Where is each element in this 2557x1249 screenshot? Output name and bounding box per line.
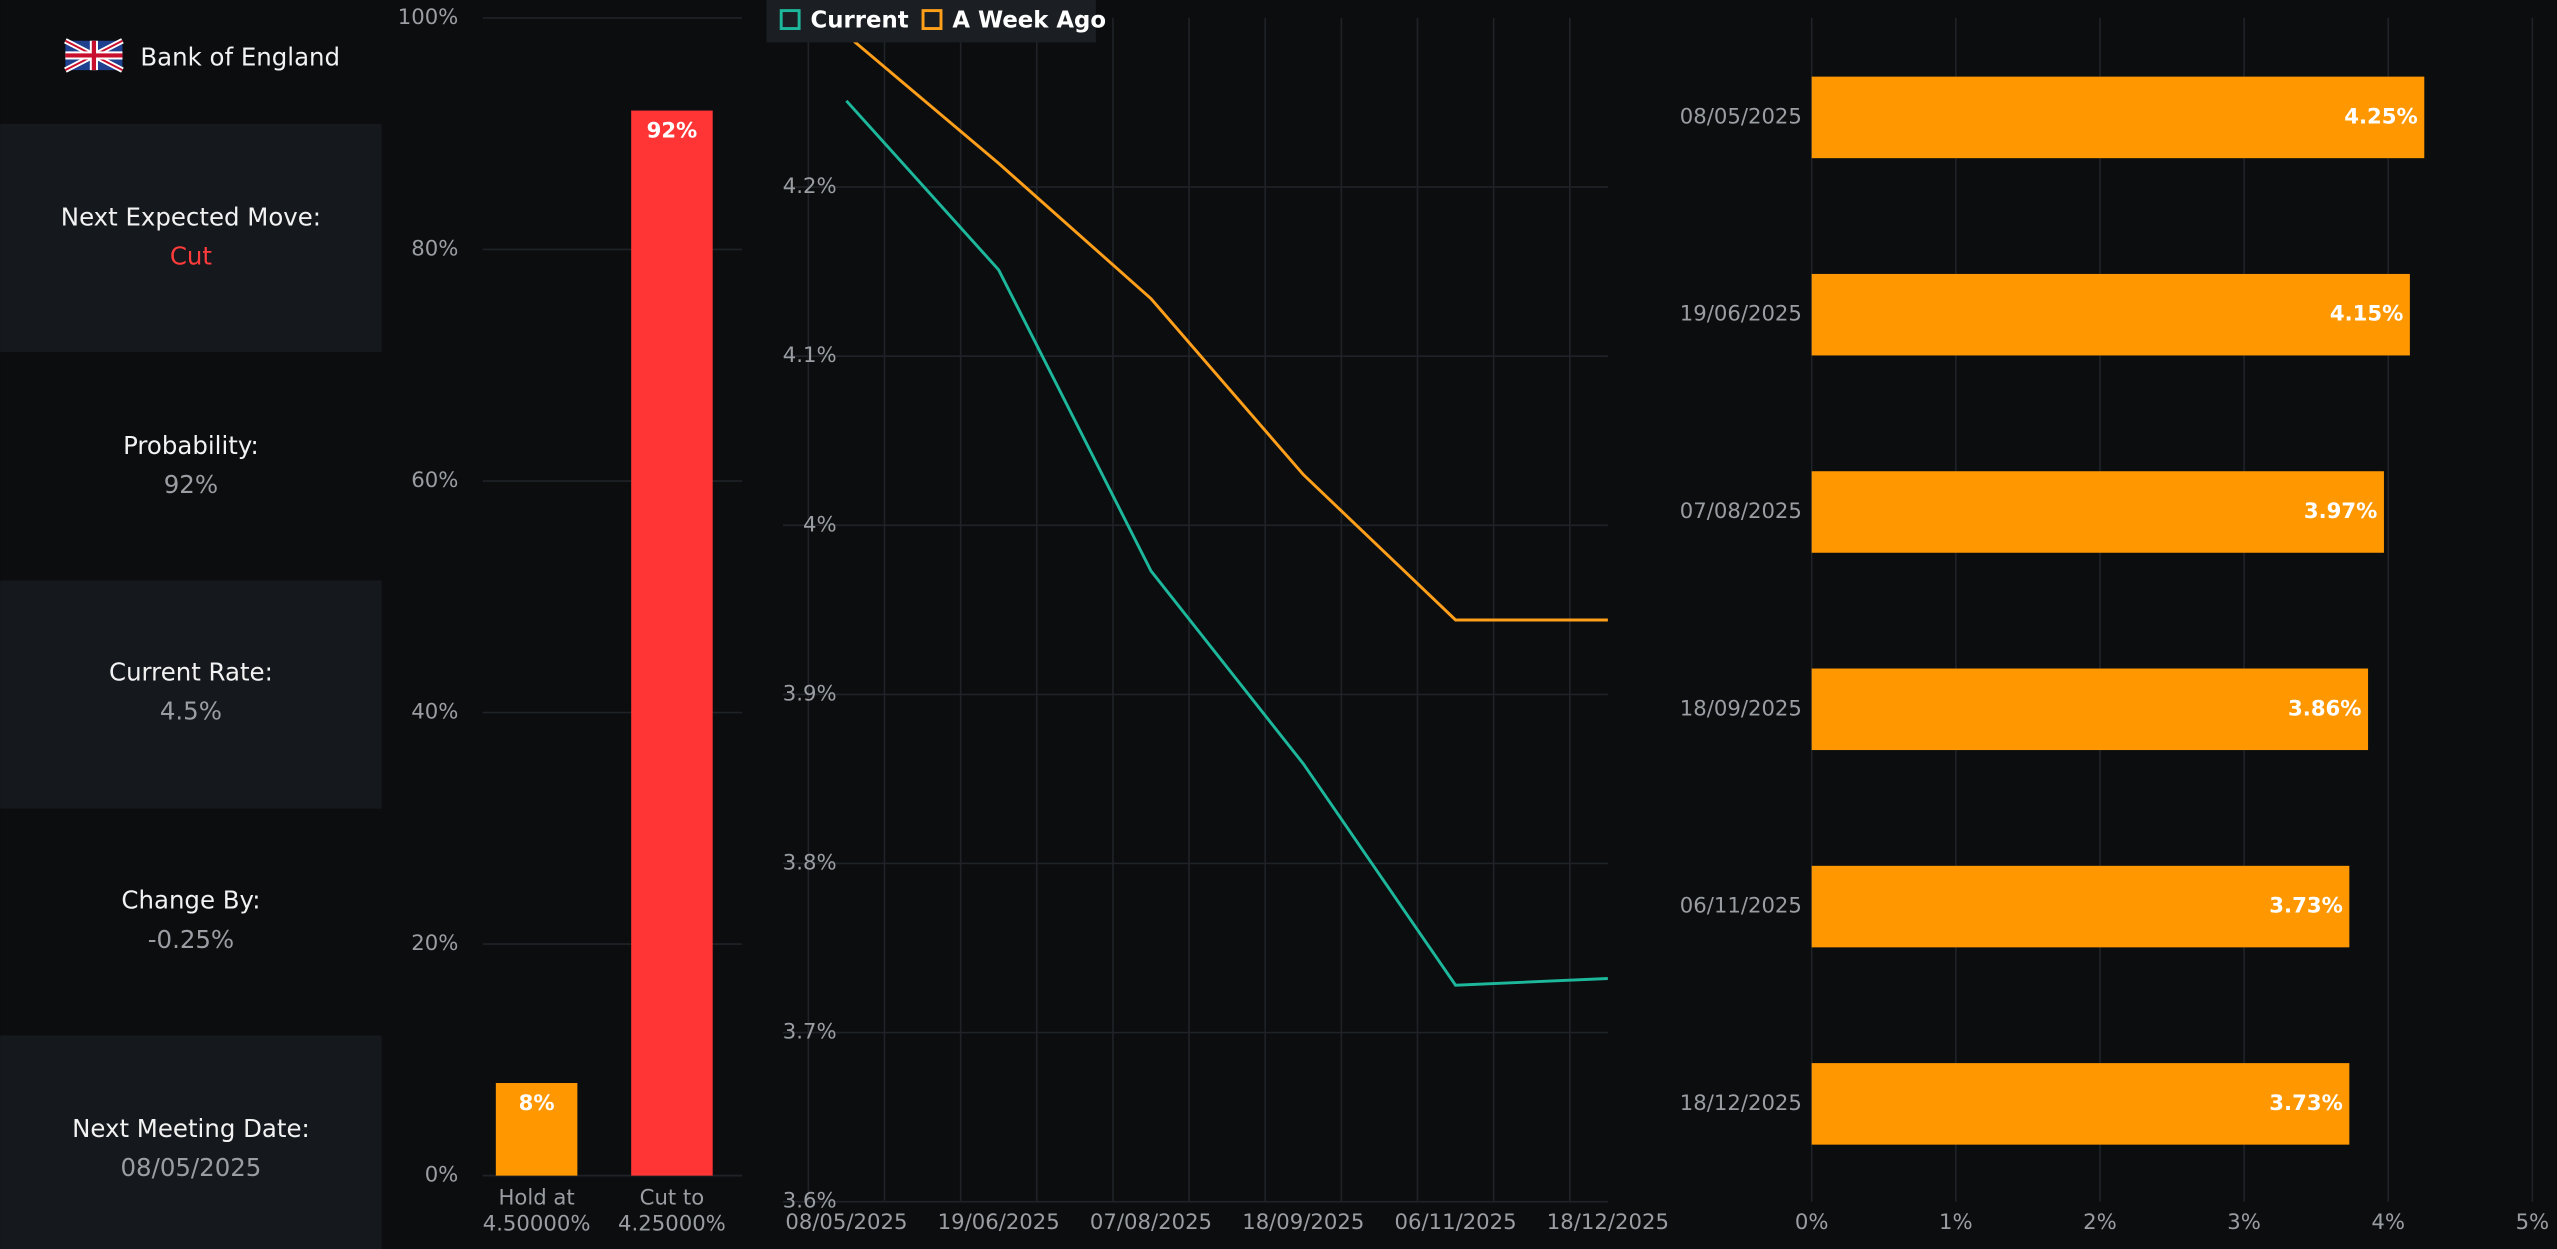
bar-value-label: 92%: [647, 118, 698, 143]
bar-value-label: 3.73%: [2269, 893, 2343, 918]
card-label: Next Expected Move:: [61, 202, 321, 231]
y-tick-label: 4.1%: [783, 342, 837, 367]
x-tick-label: 4%: [2371, 1209, 2405, 1234]
y-tick-label: 18/09/2025: [1680, 695, 1802, 720]
bar: [1811, 273, 2410, 356]
y-tick-label: 60%: [411, 467, 458, 492]
flag: [64, 38, 124, 73]
bar-value-label: 3.73%: [2269, 1090, 2343, 1115]
legend-swatch: [921, 9, 943, 31]
bar: [1811, 668, 2369, 751]
x-tick-label: 19/06/2025: [938, 1209, 1060, 1234]
legend-label: A Week Ago: [952, 8, 1106, 34]
legend-label: Current: [811, 8, 909, 34]
x-tick-label: 2%: [2083, 1209, 2117, 1234]
card-value: 92%: [164, 470, 218, 499]
x-tick-line: Hold at: [498, 1184, 574, 1209]
bar: [1811, 76, 2425, 159]
bar: [1811, 471, 2384, 553]
y-tick-label: 07/08/2025: [1680, 498, 1802, 523]
x-tick-label: 08/05/2025: [785, 1209, 907, 1234]
y-tick-label: 08/05/2025: [1680, 103, 1802, 128]
x-tick-label: 18/12/2025: [1547, 1209, 1669, 1234]
card-bg: [0, 580, 382, 809]
bar-value-label: 3.86%: [2288, 695, 2362, 720]
card-value: 08/05/2025: [120, 1153, 261, 1182]
y-tick-label: 0%: [425, 1162, 459, 1187]
bar-value-label: 8%: [519, 1090, 555, 1115]
header-title: Bank of England: [140, 43, 340, 72]
y-tick-label: 80%: [411, 235, 458, 260]
line-series: [845, 33, 1608, 622]
x-tick-line: Cut to: [640, 1184, 705, 1209]
x-tick-label: 0%: [1795, 1209, 1829, 1234]
card-label: Probability:: [123, 431, 259, 460]
y-tick-label: 18/12/2025: [1680, 1090, 1802, 1115]
y-tick-label: 19/06/2025: [1680, 301, 1802, 326]
bar: [495, 1083, 578, 1176]
card-value: 4.5%: [160, 697, 222, 726]
card-label: Change By:: [121, 886, 260, 915]
card-label: Next Meeting Date:: [72, 1114, 310, 1143]
bar-value-label: 3.97%: [2304, 498, 2378, 523]
bar: [1811, 1063, 2350, 1145]
x-tick-label: 3%: [2227, 1209, 2261, 1234]
x-tick-label: Cut to 4.25000%: [618, 1184, 726, 1235]
y-tick-label: 3.9%: [783, 680, 837, 705]
y-tick-label: 100%: [398, 4, 459, 29]
bar: [631, 110, 713, 1176]
x-tick-label: 06/11/2025: [1395, 1209, 1517, 1234]
x-tick-label: Hold at 4.50000%: [483, 1184, 591, 1235]
x-tick-label: 07/08/2025: [1090, 1209, 1212, 1234]
card-label: Current Rate:: [109, 657, 273, 686]
y-tick-label: 06/11/2025: [1680, 893, 1802, 918]
legend-box: [766, 0, 1096, 43]
y-tick-label: 3.6%: [783, 1188, 837, 1213]
card-bg: [0, 1035, 382, 1249]
y-tick-label: 20%: [411, 930, 458, 955]
bar: [1811, 865, 2350, 948]
bar-value-label: 4.25%: [2344, 103, 2418, 128]
x-tick-line: 4.25000%: [618, 1211, 726, 1236]
card-value: Cut: [170, 242, 212, 271]
y-tick-label: 4.2%: [783, 173, 837, 198]
x-tick-line: 4.50000%: [483, 1211, 591, 1236]
line-series: [845, 99, 1608, 987]
y-tick-label: 4%: [803, 511, 837, 536]
card-bg: [0, 123, 382, 353]
legend-swatch: [779, 9, 801, 31]
bar-value-label: 4.15%: [2330, 301, 2404, 326]
y-tick-label: 3.7%: [783, 1019, 837, 1044]
card-value: -0.25%: [148, 925, 234, 954]
x-tick-label: 18/09/2025: [1242, 1209, 1364, 1234]
y-tick-label: 3.8%: [783, 849, 837, 874]
x-tick-label: 5%: [2516, 1209, 2550, 1234]
y-tick-label: 40%: [411, 699, 458, 724]
x-tick-label: 1%: [1939, 1209, 1973, 1234]
